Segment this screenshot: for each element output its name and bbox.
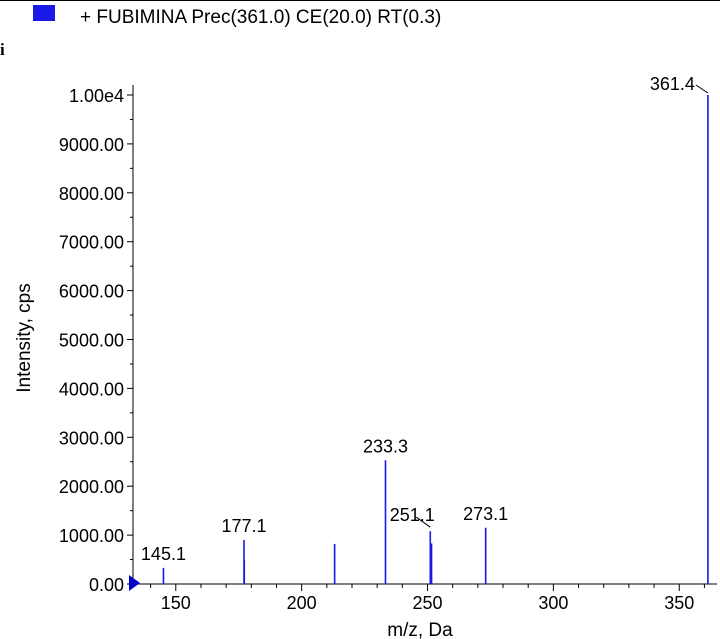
peak-bars <box>162 95 709 584</box>
y-tick-label: 5000.00 <box>59 331 124 351</box>
peak-label-leader <box>415 516 431 528</box>
x-tick-label: 200 <box>287 593 317 613</box>
peak-label: 273.1 <box>463 504 508 524</box>
peak-label-leader <box>695 84 709 94</box>
peak-label: 251.1 <box>390 505 435 525</box>
peak-label: 361.4 <box>650 74 695 94</box>
peak-label: 145.1 <box>141 544 186 564</box>
x-tick-label: 150 <box>161 593 191 613</box>
y-tick-label: 3000.00 <box>59 428 124 448</box>
y-tick-label: 0.00 <box>89 575 124 595</box>
legend-label: + FUBIMINA Prec(361.0) CE(20.0) RT(0.3) <box>80 7 442 28</box>
y-tick-label: 8000.00 <box>59 184 124 204</box>
top-border <box>0 0 720 1</box>
y-tick-label: 7000.00 <box>59 233 124 253</box>
peak-label: 177.1 <box>221 516 266 536</box>
corner-text: i <box>0 40 5 59</box>
x-tick-label: 300 <box>538 593 568 613</box>
y-tick-label: 2000.00 <box>59 477 124 497</box>
x-axis-label: m/z, Da <box>387 620 453 639</box>
y-tick-label: 1000.00 <box>59 526 124 546</box>
y-axis-label: Intensity, cps <box>14 283 35 392</box>
peak-label: 233.3 <box>363 436 408 456</box>
peak-labels: 145.1 177.1 233.3 251.1 273.1 361.4 <box>141 74 709 564</box>
y-tick-label: 9000.00 <box>59 135 124 155</box>
axis-marker-icon <box>129 575 140 591</box>
x-tick-label: 250 <box>412 593 442 613</box>
legend-swatch <box>33 5 55 21</box>
y-tick-label: 1.00e4 <box>69 86 124 106</box>
y-tick-label: 6000.00 <box>59 282 124 302</box>
axes: 0.00 1000.00 2000.00 3000.00 4000.00 5000.00 6… <box>59 85 717 613</box>
x-tick-label: 350 <box>664 593 694 613</box>
y-tick-label: 4000.00 <box>59 379 124 399</box>
